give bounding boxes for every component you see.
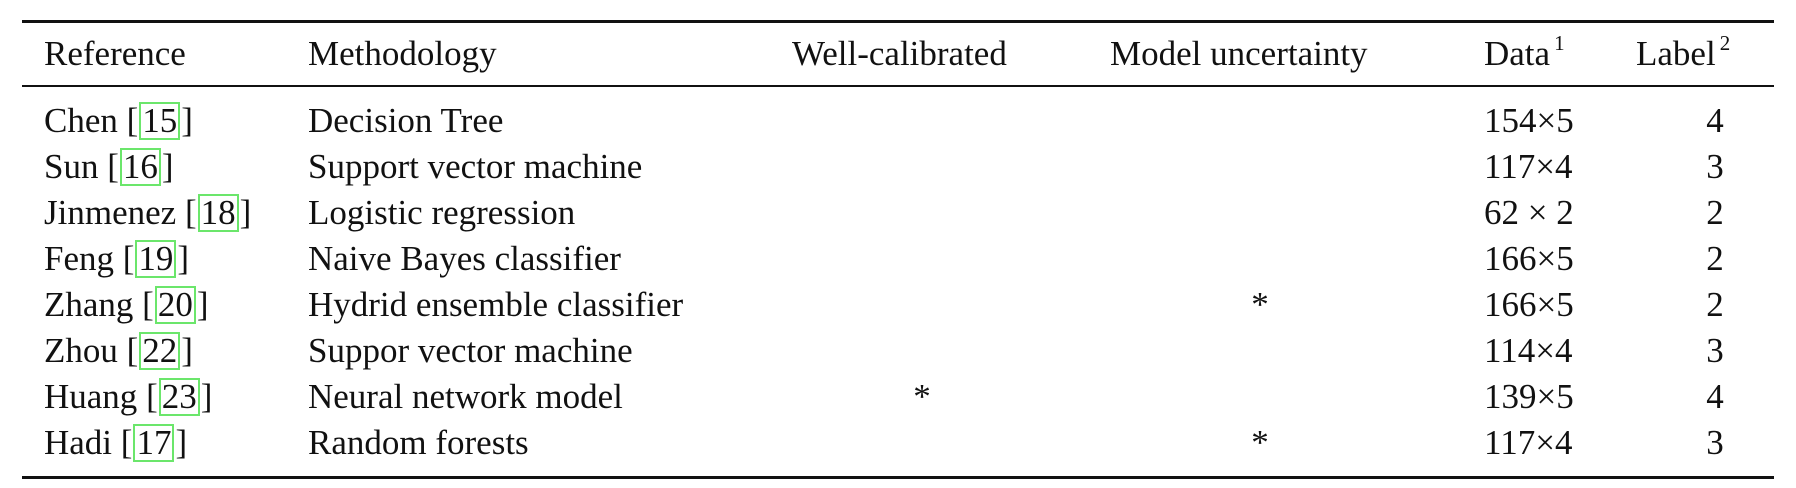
reference-cell: Zhang [20] bbox=[44, 285, 209, 324]
citation-link[interactable]: 15 bbox=[139, 102, 181, 140]
author-name: Hadi bbox=[44, 423, 113, 462]
citation-link[interactable]: 18 bbox=[197, 194, 239, 232]
header-data: Data 1 bbox=[1484, 23, 1565, 89]
label-cell: 4 bbox=[1706, 101, 1724, 140]
citation-link[interactable]: 17 bbox=[133, 424, 175, 462]
data-cell: 139×5 bbox=[1484, 377, 1574, 416]
reference-cell: Hadi [17] bbox=[44, 423, 188, 462]
author-name: Feng bbox=[44, 239, 114, 278]
citation-link[interactable]: 22 bbox=[139, 332, 181, 370]
model-uncertainty-cell: * bbox=[1251, 423, 1269, 462]
table-row: Hadi [17] Random forests * 117×4 3 bbox=[22, 420, 1774, 466]
methodology-cell: Naive Bayes classifier bbox=[308, 239, 621, 278]
reference-cell: Sun [16] bbox=[44, 147, 174, 186]
methodology-cell: Neural network model bbox=[308, 377, 623, 416]
author-name: Jinmenez bbox=[44, 193, 177, 232]
methodology-cell: Decision Tree bbox=[308, 101, 504, 140]
methodology-cell: Suppor vector machine bbox=[308, 331, 633, 370]
label-cell: 2 bbox=[1706, 285, 1724, 324]
header-label: Label 2 bbox=[1636, 23, 1730, 89]
author-name: Zhou bbox=[44, 331, 118, 370]
top-rule bbox=[22, 20, 1774, 23]
table-row: Jinmenez [18] Logistic regression 62 × 2… bbox=[22, 190, 1774, 236]
author-name: Huang bbox=[44, 377, 138, 416]
table-row: Huang [23] Neural network model * 139×5 … bbox=[22, 374, 1774, 420]
reference-cell: Chen [15] bbox=[44, 101, 193, 140]
label-cell: 3 bbox=[1706, 423, 1724, 462]
header-methodology: Methodology bbox=[308, 34, 497, 73]
author-name: Zhang bbox=[44, 285, 134, 324]
comparison-table: Reference Methodology Well-calibrated Mo… bbox=[22, 20, 1774, 479]
reference-cell: Zhou [22] bbox=[44, 331, 193, 370]
data-cell: 154×5 bbox=[1484, 101, 1574, 140]
label-cell: 4 bbox=[1706, 377, 1724, 416]
table-body: Chen [15] Decision Tree 154×5 4 Sun [16]… bbox=[22, 87, 1774, 476]
methodology-cell: Hydrid ensemble classifier bbox=[308, 285, 684, 324]
header-rule bbox=[22, 85, 1774, 87]
reference-cell: Jinmenez [18] bbox=[44, 193, 252, 232]
well-calibrated-cell: * bbox=[913, 377, 931, 416]
data-cell: 114×4 bbox=[1484, 331, 1573, 370]
citation-link[interactable]: 20 bbox=[154, 286, 196, 324]
label-cell: 2 bbox=[1706, 239, 1724, 278]
model-uncertainty-cell: * bbox=[1251, 285, 1269, 324]
header-reference: Reference bbox=[44, 34, 186, 73]
header-data-label: Data bbox=[1484, 34, 1551, 73]
reference-cell: Feng [19] bbox=[44, 239, 190, 278]
table-row: Sun [16] Support vector machine 117×4 3 bbox=[22, 144, 1774, 190]
label-cell: 2 bbox=[1706, 193, 1724, 232]
label-cell: 3 bbox=[1706, 147, 1724, 186]
methodology-cell: Logistic regression bbox=[308, 193, 576, 232]
citation-link[interactable]: 16 bbox=[119, 148, 161, 186]
reference-cell: Huang [23] bbox=[44, 377, 213, 416]
data-cell: 62 × 2 bbox=[1484, 193, 1574, 232]
methodology-cell: Random forests bbox=[308, 423, 529, 462]
header-well-calibrated: Well-calibrated bbox=[792, 34, 1007, 73]
data-cell: 166×5 bbox=[1484, 239, 1574, 278]
table-header-row: Reference Methodology Well-calibrated Mo… bbox=[22, 23, 1774, 85]
label-cell: 3 bbox=[1706, 331, 1724, 370]
author-name: Sun bbox=[44, 147, 99, 186]
data-cell: 166×5 bbox=[1484, 285, 1574, 324]
data-cell: 117×4 bbox=[1484, 423, 1573, 462]
bottom-rule bbox=[22, 476, 1774, 479]
citation-link[interactable]: 23 bbox=[158, 378, 200, 416]
citation-link[interactable]: 19 bbox=[135, 240, 177, 278]
table-row: Chen [15] Decision Tree 154×5 4 bbox=[22, 98, 1774, 144]
table-row: Zhang [20] Hydrid ensemble classifier * … bbox=[22, 282, 1774, 328]
data-cell: 117×4 bbox=[1484, 147, 1573, 186]
header-data-footnote-marker: 1 bbox=[1554, 31, 1565, 55]
header-label-text: Label bbox=[1636, 34, 1716, 73]
methodology-cell: Support vector machine bbox=[308, 147, 643, 186]
header-model-uncertainty: Model uncertainty bbox=[1110, 34, 1368, 73]
author-name: Chen bbox=[44, 101, 118, 140]
table-row: Zhou [22] Suppor vector machine 114×4 3 bbox=[22, 328, 1774, 374]
header-label-footnote-marker: 2 bbox=[1719, 31, 1731, 55]
table-row: Feng [19] Naive Bayes classifier 166×5 2 bbox=[22, 236, 1774, 282]
